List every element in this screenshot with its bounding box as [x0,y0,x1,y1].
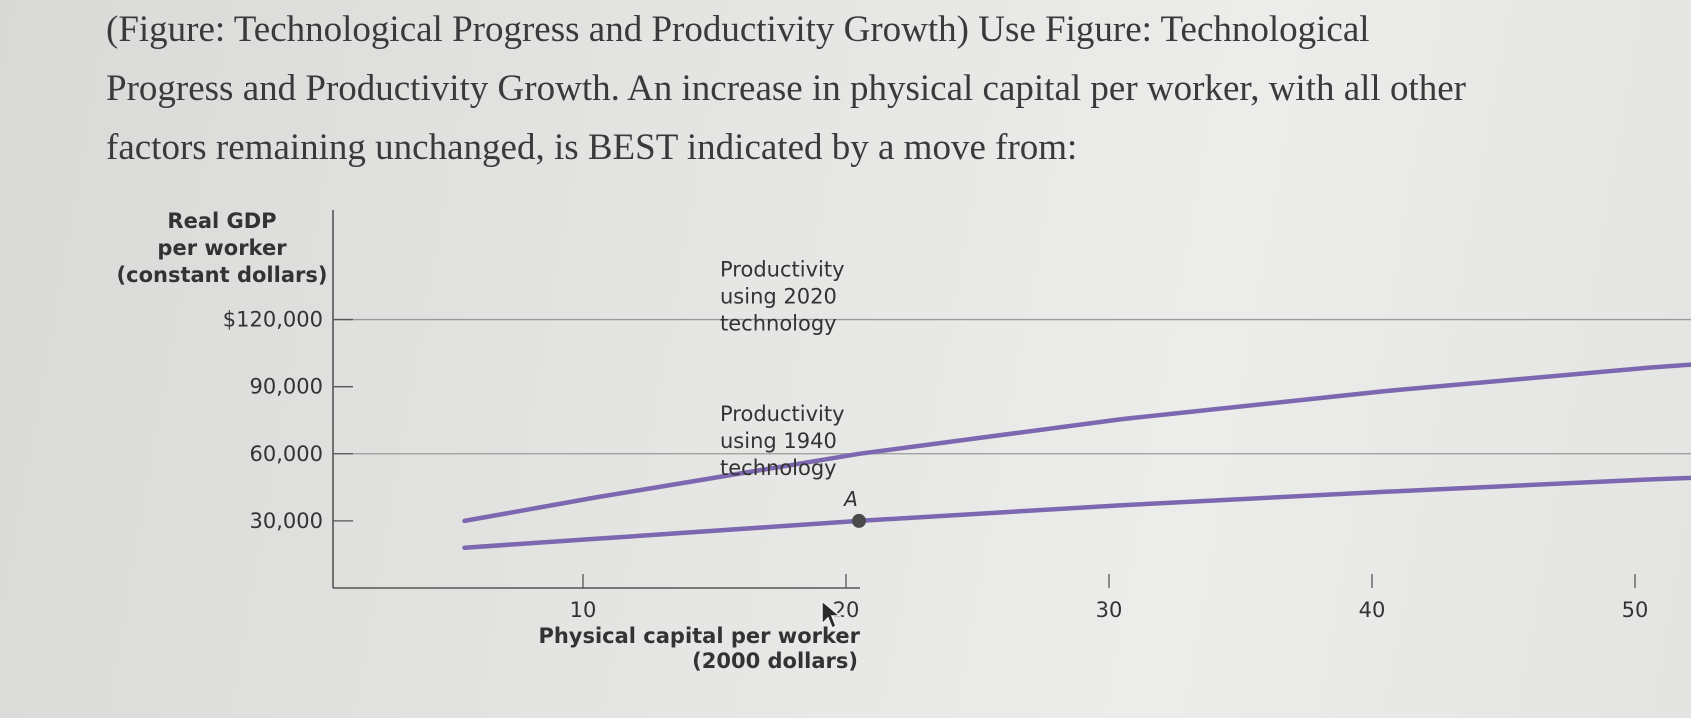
x-tick-label-0: 10 [570,598,597,622]
series-label-1-line-1: using 1940 [720,429,837,453]
y-tick-label-2: 90,000 [250,375,323,399]
y-axis-title-line-0: Real GDP [167,209,276,233]
series-label-0-line-2: technology [720,312,837,336]
series-curve-0 [462,362,1691,524]
series-label-1-line-0: Productivity [720,402,845,426]
x-tick-label-3: 40 [1359,598,1386,622]
series-label-0-line-0: Productivity [720,258,845,282]
x-axis-title-line-0: Physical capital per worker [538,624,860,648]
y-tick-label-1: 60,000 [250,442,323,466]
y-axis-title-line-1: per worker [157,236,287,260]
x-tick-label-2: 30 [1096,598,1123,622]
y-tick-label-0: 30,000 [250,509,323,533]
series-label-0-line-1: using 2020 [720,285,837,309]
y-axis-title-line-2: (constant dollars) [117,263,328,287]
mouse-pointer-icon [821,600,843,630]
x-axis-title-line-1: (2000 dollars) [692,649,858,673]
question-text: (Figure: Technological Progress and Prod… [106,9,1466,168]
y-tick-label-3: $120,000 [223,308,323,332]
x-tick-label-4: 50 [1622,598,1649,622]
series-curve-1 [462,475,1691,550]
x-tick-label-1: 20 [833,598,860,622]
series-label-1-line-2: technology [720,456,837,480]
point-a-marker [852,513,866,528]
point-a-label: A [842,487,858,511]
